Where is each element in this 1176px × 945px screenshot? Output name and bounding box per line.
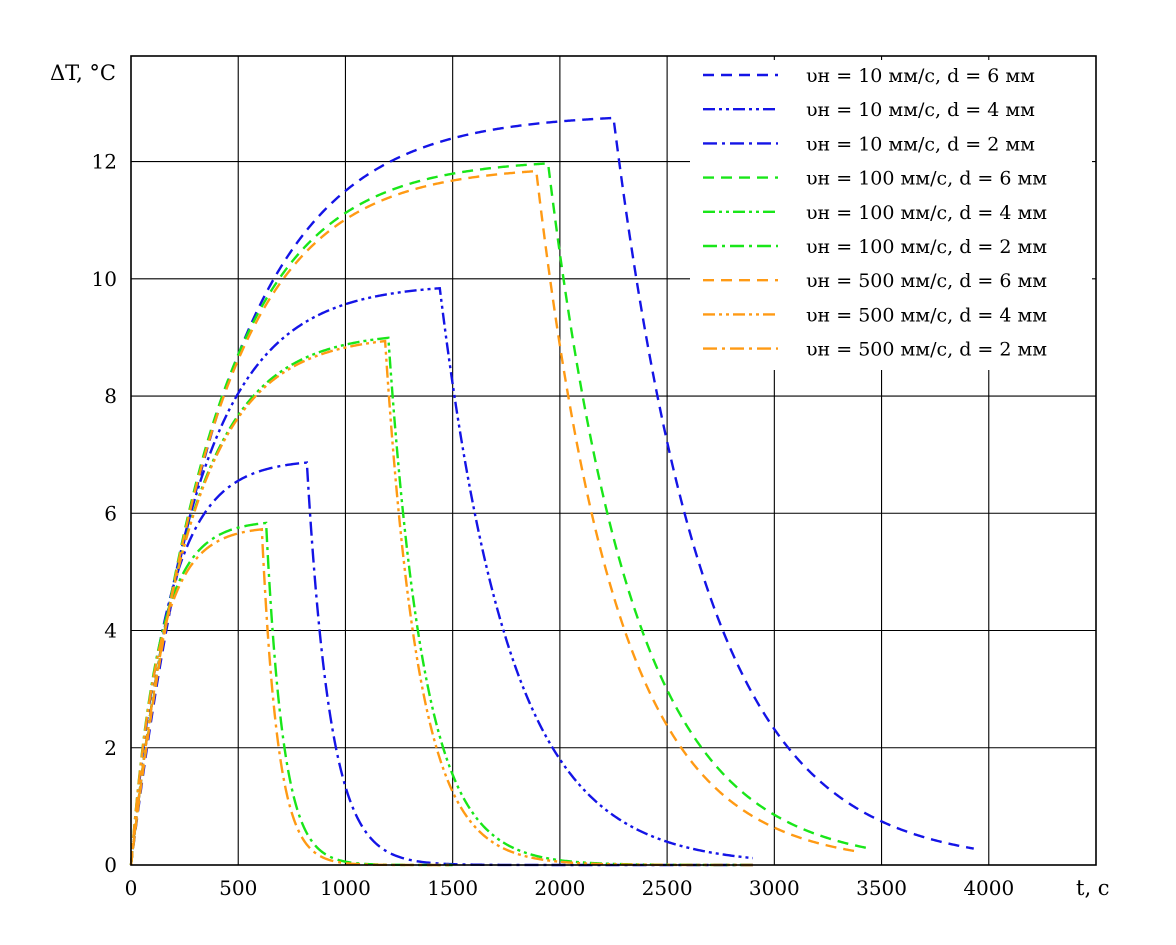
x-tick-label: 4000 xyxy=(963,876,1014,900)
legend-label: υн = 100 мм/с, d = 4 мм xyxy=(806,202,1047,224)
y-tick-label: 8 xyxy=(104,384,117,408)
legend-label: υн = 500 мм/с, d = 4 мм xyxy=(806,304,1047,326)
x-tick-label: 3000 xyxy=(749,876,800,900)
legend-label: υн = 10 мм/с, d = 2 мм xyxy=(806,133,1035,155)
legend-label: υн = 10 мм/с, d = 6 мм xyxy=(806,65,1035,87)
x-tick-label: 1500 xyxy=(427,876,478,900)
legend-label: υн = 500 мм/с, d = 6 мм xyxy=(806,270,1047,292)
legend-box xyxy=(690,60,1092,370)
y-tick-label: 12 xyxy=(92,150,117,174)
legend: υн = 10 мм/с, d = 6 мм υн = 10 мм/с, d = … xyxy=(690,60,1092,370)
x-tick-labels: 0 500 1000 1500 2000 2500 3000 3500 4000 xyxy=(125,876,1015,900)
series-line xyxy=(129,336,753,867)
y-tick-label: 4 xyxy=(104,619,117,643)
series-line xyxy=(129,461,753,867)
series-line xyxy=(129,162,867,866)
x-tick-label: 500 xyxy=(219,876,257,900)
legend-label: υн = 100 мм/с, d = 2 мм xyxy=(806,236,1047,258)
series-line xyxy=(129,339,753,867)
x-tick-label: 0 xyxy=(125,876,138,900)
legend-label: υн = 100 мм/с, d = 6 мм xyxy=(806,168,1047,190)
y-tick-labels: 0 2 4 6 8 10 12 xyxy=(92,150,117,877)
y-axis-label: ΔT, °C xyxy=(50,61,116,85)
series-line xyxy=(129,169,861,866)
legend-label: υн = 500 мм/с, d = 2 мм xyxy=(806,339,1047,361)
x-axis-label: t, с xyxy=(1076,876,1110,900)
x-tick-label: 2000 xyxy=(534,876,585,900)
series-line xyxy=(129,116,974,866)
x-tick-label: 3500 xyxy=(856,876,907,900)
series-line xyxy=(129,527,453,867)
y-tick-label: 2 xyxy=(104,736,117,760)
y-tick-label: 6 xyxy=(104,501,117,525)
legend-label: υн = 10 мм/с, d = 4 мм xyxy=(806,99,1035,121)
series-layer xyxy=(129,116,974,867)
y-tick-label: 0 xyxy=(104,853,117,877)
x-tick-label: 1000 xyxy=(320,876,371,900)
x-tick-label: 2500 xyxy=(642,876,693,900)
y-tick-label: 10 xyxy=(92,267,117,291)
plot-frame xyxy=(130,55,1097,866)
